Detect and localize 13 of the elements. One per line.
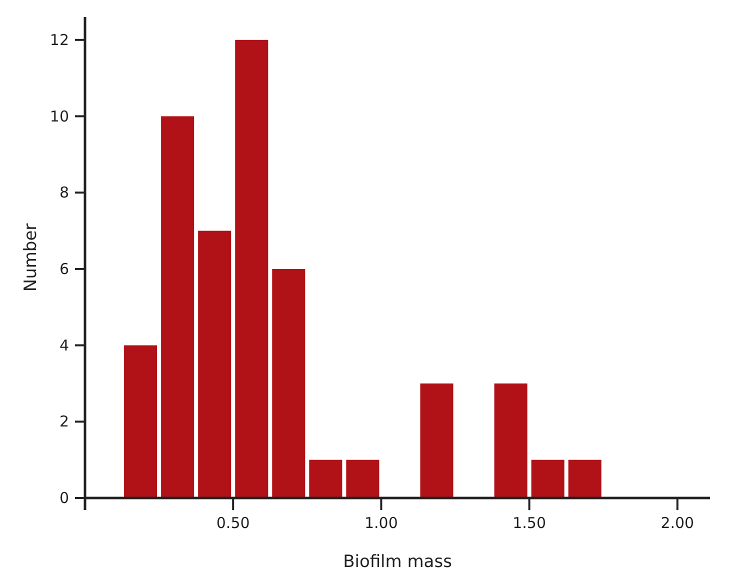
y-tick-label: 8 <box>59 184 69 202</box>
y-tick-label: 2 <box>59 412 69 431</box>
x-tick-label: 0.50 <box>216 514 250 532</box>
x-axis-title: Biofilm mass <box>343 552 452 572</box>
y-tick-label: 4 <box>59 336 69 354</box>
x-tick-label: 1.50 <box>512 514 546 532</box>
y-tick-label: 10 <box>50 107 69 126</box>
y-tick-label: 6 <box>59 260 69 278</box>
x-tick-label: 2.00 <box>660 514 694 532</box>
y-tick-label: 0 <box>59 489 69 507</box>
y-tick-label: 12 <box>50 30 69 49</box>
y-axis-title: Number <box>21 223 41 292</box>
x-tick-label: 1.00 <box>364 514 398 532</box>
